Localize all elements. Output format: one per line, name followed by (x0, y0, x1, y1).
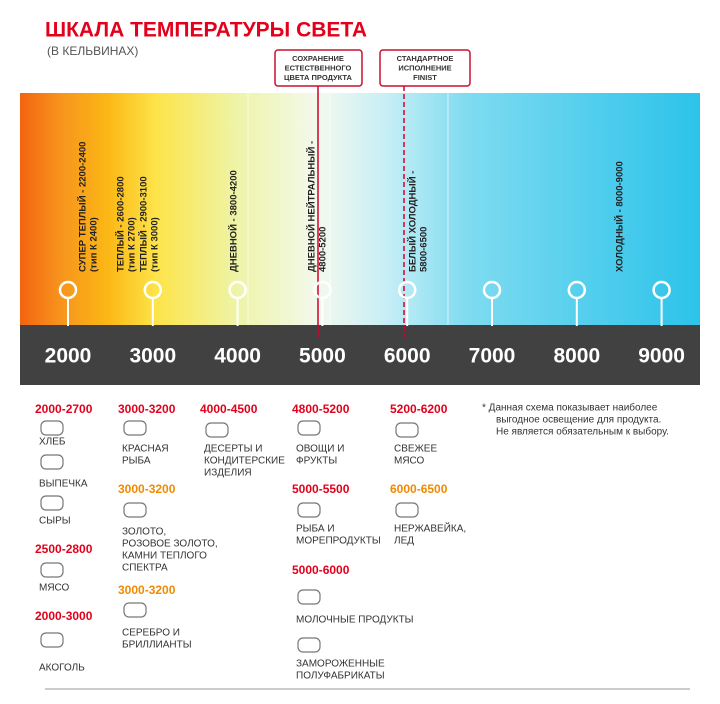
range-label: 3000-3200 (118, 402, 176, 416)
band-label: БЕЛЫЙ ХОЛОДНЫЙ - (407, 171, 419, 272)
product-icon (40, 495, 64, 511)
product-label: СЕРЕБРО И (122, 628, 180, 639)
band-label: (тип К 3000) (150, 217, 161, 272)
product-icon (40, 632, 64, 648)
band-label: ХОЛОДНЫЙ - 8000-9000 (614, 161, 626, 272)
range-label: 5200-6200 (390, 402, 448, 416)
band-label: ДНЕВНОЙ НЕЙТРАЛЬНЫЙ - (306, 141, 318, 272)
scale-label: 2000 (45, 345, 92, 368)
product-label: ФРУКТЫ (296, 456, 337, 467)
product-label: МОЛОЧНЫЕ ПРОДУКТЫ (296, 615, 414, 626)
product-label: ЗОЛОТО, (122, 527, 166, 538)
product-icon (395, 422, 419, 438)
range-label: 2500-2800 (35, 542, 93, 556)
product-icon (395, 502, 419, 518)
product-icon (297, 589, 321, 605)
product-label: ОВОЩИ И (296, 444, 344, 455)
product-label: ЛЕД (394, 536, 414, 547)
product-icon (40, 420, 64, 436)
callout-text: FINIST (413, 73, 437, 82)
range-label: 3000-3200 (118, 583, 176, 597)
product-label: СВЕЖЕЕ (394, 444, 437, 455)
range-label: 2000-3000 (35, 609, 93, 623)
product-label: ДЕСЕРТЫ И (204, 444, 262, 455)
product-label: РЫБА (122, 456, 151, 467)
product-icon (40, 454, 64, 470)
callout-text: СТАНДАРТНОЕ (397, 54, 454, 63)
product-label: СЫРЫ (39, 516, 71, 527)
note: выгодное освещение для продукта. (496, 415, 661, 426)
callout-box (379, 49, 471, 87)
scale-label: 5000 (299, 345, 346, 368)
band-label: ТЕПЛЫЙ - 2900-3100 (138, 176, 150, 272)
scale-label: 9000 (638, 345, 685, 368)
scale-label: 3000 (129, 345, 176, 368)
product-icon (123, 420, 147, 436)
band-label: ДНЕВНОЙ - 3800-4200 (228, 170, 240, 272)
range-label: 4800-5200 (292, 402, 350, 416)
product-label: БРИЛЛИАНТЫ (122, 640, 192, 651)
scale-label: 8000 (553, 345, 600, 368)
scale-label: 7000 (469, 345, 516, 368)
product-icon (297, 637, 321, 653)
product-label: КРАСНАЯ (122, 444, 169, 455)
range-label: 5000-5500 (292, 482, 350, 496)
callout-text: ИСПОЛНЕНИЕ (398, 63, 451, 72)
product-label: РОЗОВОЕ ЗОЛОТО, (122, 539, 218, 550)
subtitle: (В КЕЛЬВИНАХ) (47, 44, 138, 58)
marker-ring (58, 280, 78, 300)
product-label: МЯСО (39, 583, 70, 594)
scale-label: 6000 (384, 345, 431, 368)
product-label: ПОЛУФАБРИКАТЫ (296, 671, 385, 682)
product-label: НЕРЖАВЕЙКА, (394, 522, 466, 535)
scale-bar (20, 325, 700, 385)
product-label: ИЗДЕЛИЯ (204, 468, 252, 479)
product-icon (123, 502, 147, 518)
marker-ring (482, 280, 502, 300)
scale-label: 4000 (214, 345, 261, 368)
band-label: (тип К 2700) (127, 217, 138, 272)
title: ШКАЛА ТЕМПЕРАТУРЫ СВЕТА (45, 19, 367, 42)
callout-text: ЦВЕТА ПРОДУКТА (284, 73, 353, 82)
callout-text: СОХРАНЕНИЕ (292, 54, 344, 63)
band-label: СУПЕР ТЕПЛЫЙ - 2200-2400 (77, 142, 89, 272)
band-label: (тип К 2400) (89, 217, 100, 272)
product-icon (40, 562, 64, 578)
marker-ring (567, 280, 587, 300)
product-label: СПЕКТРА (122, 563, 168, 574)
color-band (20, 93, 700, 328)
range-label: 5000-6000 (292, 563, 350, 577)
range-label: 2000-2700 (35, 402, 93, 416)
product-label: РЫБА И (296, 524, 335, 535)
range-label: 4000-4500 (200, 402, 258, 416)
band-label: 5800-6500 (419, 227, 430, 272)
marker-ring (228, 280, 247, 300)
note: * Данная схема показывает наиболее (482, 402, 658, 414)
product-label: МОРЕПРОДУКТЫ (296, 536, 381, 547)
product-icon (297, 502, 321, 518)
range-label: 6000-6500 (390, 482, 448, 496)
marker-ring (313, 280, 332, 300)
product-label: КОНДИТЕРСКИЕ (204, 456, 285, 467)
marker-ring (397, 280, 417, 300)
marker-ring (143, 280, 163, 300)
product-icon (205, 422, 229, 438)
product-icon (123, 602, 147, 618)
marker-ring (652, 280, 671, 300)
band-label: 4800-5200 (318, 227, 329, 272)
range-label: 3000-3200 (118, 482, 176, 496)
product-label: КАМНИ ТЕПЛОГО (122, 551, 207, 562)
product-label: АКОГОЛЬ (39, 663, 85, 674)
note: Не является обязательным к выбору. (496, 426, 669, 438)
band-label: ТЕПЛЫЙ - 2600-2800 (115, 176, 127, 272)
product-icon (297, 420, 321, 436)
product-label: ЗАМОРОЖЕННЫЕ (296, 659, 385, 670)
product-label: ВЫПЕЧКА (39, 479, 88, 490)
product-label: ХЛЕБ (39, 437, 66, 448)
callout-text: ЕСТЕСТВЕННОГО (285, 63, 352, 72)
product-label: МЯСО (394, 456, 425, 467)
